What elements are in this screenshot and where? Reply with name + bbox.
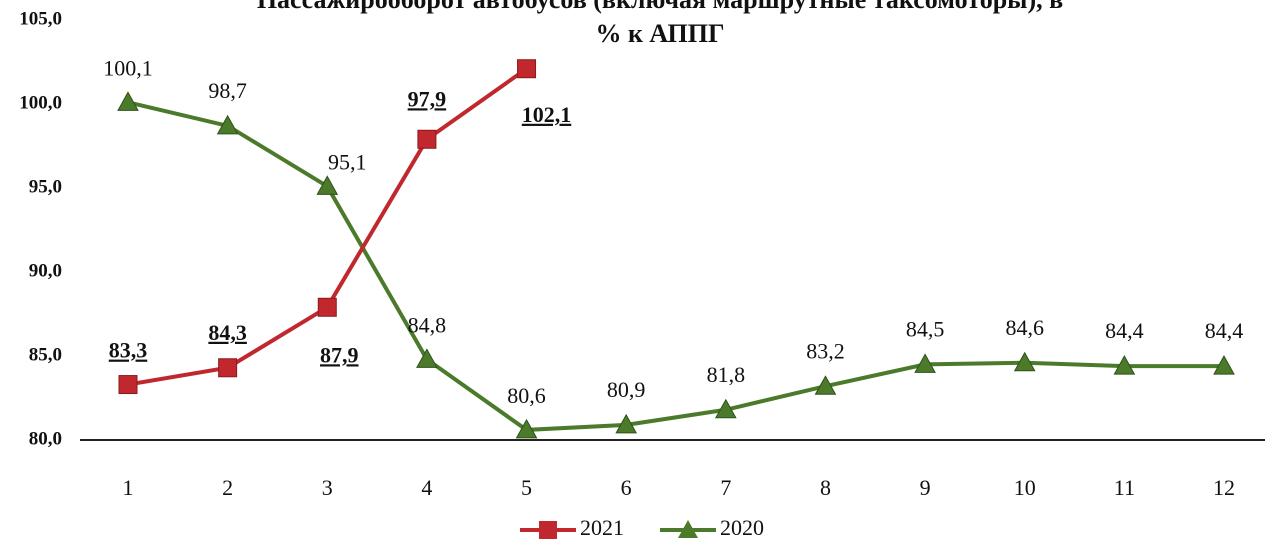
x-tick-label: 1 [123,475,134,500]
series-line [127,100,1224,432]
marker [117,91,139,111]
data-label: 84,8 [408,312,447,337]
data-label: 81,8 [707,362,746,387]
data-label: 97,9 [408,86,447,111]
x-tick-label: 5 [521,475,532,500]
x-tick-label: 2 [222,475,233,500]
legend-marker [678,520,698,538]
data-label: 95,1 [328,149,367,174]
marker [515,418,538,439]
marker [317,297,337,317]
marker [216,114,239,135]
data-label: 84,5 [906,316,945,341]
y-tick-label: 80,0 [29,428,62,449]
data-label: 84,4 [1105,318,1144,343]
marker [517,59,537,79]
x-tick-label: 12 [1213,475,1235,500]
chart-title: % к АППГ [595,19,724,48]
y-tick-label: 85,0 [29,344,62,365]
data-label: 87,9 [320,342,359,367]
x-tick-label: 11 [1114,475,1135,500]
marker [615,413,638,434]
x-tick-label: 7 [720,475,731,500]
data-label: 98,7 [208,78,247,103]
data-label: 80,9 [607,377,646,402]
marker [417,129,437,149]
marker [1013,351,1036,372]
legend-label: 2020 [720,515,764,540]
x-tick-label: 4 [421,475,432,500]
data-label: 80,6 [507,383,546,408]
marker [1113,355,1136,375]
chart-title: Пассажирооборот автобусов (включая маршр… [257,0,1063,14]
legend-label: 2021 [580,515,624,540]
marker [914,353,936,373]
x-tick-label: 9 [920,475,931,500]
data-label: 83,3 [109,338,148,363]
data-label: 102,1 [522,102,572,127]
marker [1213,355,1235,375]
marker [218,358,238,378]
data-label: 84,3 [208,320,247,345]
marker [814,375,837,395]
x-tick-label: 8 [820,475,831,500]
marker [118,375,138,395]
marker [316,175,339,195]
data-label: 84,4 [1205,318,1244,343]
y-tick-label: 95,0 [29,176,62,197]
marker [714,398,737,419]
x-tick-label: 6 [621,475,632,500]
data-label: 84,6 [1005,315,1044,340]
legend-marker [539,521,557,539]
marker [416,348,438,368]
data-label: 83,2 [806,338,845,363]
x-tick-label: 10 [1014,475,1036,500]
y-tick-label: 105,0 [19,8,62,29]
y-tick-label: 90,0 [29,260,62,281]
data-label: 100,1 [103,55,153,80]
y-tick-label: 100,0 [19,92,62,113]
x-tick-label: 3 [322,475,333,500]
